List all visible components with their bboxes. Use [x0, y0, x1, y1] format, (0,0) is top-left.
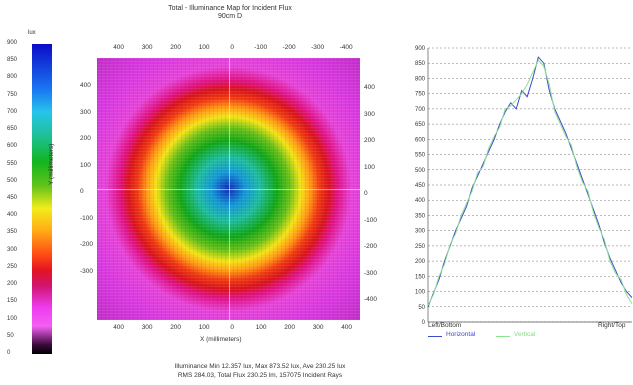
illuminance-heatmap — [97, 58, 360, 320]
map-right-tick: -200 — [364, 243, 378, 250]
colorbar-tick: 400 — [7, 212, 18, 219]
y-tick-label: 150 — [415, 274, 426, 280]
map-x-axis-label: X (millimeters) — [200, 336, 242, 343]
legend-swatch-horizontal — [428, 336, 442, 337]
y-tick-label: 650 — [415, 122, 426, 128]
map-right-tick: -100 — [364, 216, 378, 224]
colorbar-tick: 250 — [7, 263, 18, 270]
map-top-tick: 200 — [170, 44, 182, 51]
map-right-tick: 400 — [364, 84, 375, 91]
stats-line-1: Illuminance Min 12.357 lux, Max 873.52 l… — [174, 363, 346, 370]
y-tick-label: 700 — [415, 107, 426, 113]
map-top-tick: 100 — [198, 44, 210, 51]
map-top-tick: 400 — [113, 44, 125, 51]
map-bottom-tick: 0 — [230, 324, 235, 331]
legend-entry-vertical: Vertical — [514, 331, 536, 338]
map-left-tick: 100 — [80, 161, 91, 169]
map-right-tick: 100 — [364, 163, 375, 171]
map-left-tick: -300 — [80, 267, 94, 275]
colorbar-tick: 350 — [7, 229, 18, 236]
map-bottom-tick: 300 — [312, 324, 324, 331]
map-bottom-tick: 200 — [284, 324, 296, 331]
map-top-tick: -200 — [282, 44, 296, 51]
y-tick-label: 850 — [415, 61, 426, 67]
map-bottom-tick: 300 — [141, 324, 153, 331]
colorbar-tick: 500 — [7, 177, 18, 184]
map-right-tick: 200 — [364, 137, 375, 144]
series-line-vertical — [427, 59, 633, 306]
y-tick-label: 250 — [415, 244, 426, 250]
y-tick-label: 0 — [422, 320, 426, 326]
colorbar-tick: 850 — [7, 57, 18, 64]
colorbar-tick: 50 — [7, 332, 14, 339]
colorbar-tick: 550 — [7, 160, 18, 167]
y-tick-label: 900 — [415, 46, 426, 52]
colorbar-tick: 100 — [7, 315, 18, 322]
map-left-tick: 200 — [80, 135, 91, 142]
map-top-tick: -400 — [339, 44, 353, 51]
map-top-tick: 300 — [141, 44, 153, 51]
colorbar-tick: 450 — [7, 195, 18, 201]
y-tick-label: 500 — [415, 168, 426, 174]
map-top-tick: 0 — [230, 44, 235, 51]
map-right-tick: 0 — [364, 190, 368, 197]
map-bottom-tick: 100 — [198, 324, 210, 331]
map-top-tick: -300 — [311, 44, 325, 51]
map-left-tick: 300 — [80, 108, 91, 116]
colorbar-tick: 150 — [7, 298, 18, 305]
series-line-horizontal — [427, 56, 633, 307]
colorbar-tick: 650 — [7, 126, 18, 133]
y-tick-label: 600 — [415, 137, 426, 143]
y-tick-label: 550 — [415, 153, 426, 159]
colorbar-tick: 900 — [7, 40, 18, 46]
legend-entry-horizontal: Horizontal — [446, 331, 476, 338]
y-tick-label: 350 — [415, 213, 426, 219]
colorbar-tick: 800 — [7, 74, 18, 81]
map-left-tick: 400 — [80, 82, 91, 89]
chart-title: Total - Illuminance Map for Incident Flu… — [168, 5, 292, 12]
y-tick-label: 800 — [415, 76, 426, 82]
colorbar-tick: 200 — [7, 281, 18, 288]
colorbar-tick: 600 — [7, 143, 18, 150]
y-tick-label: 750 — [415, 92, 426, 98]
y-tick-label: 400 — [415, 198, 426, 204]
map-bottom-tick: 200 — [170, 324, 182, 331]
y-tick-label: 50 — [418, 305, 425, 311]
y-tick-label: 300 — [415, 229, 426, 235]
map-right-tick: -300 — [364, 269, 378, 277]
map-left-tick: -200 — [80, 241, 94, 248]
map-left-tick: -100 — [80, 214, 94, 222]
profile-x-right-label: Right/Top — [598, 322, 626, 329]
map-right-tick: -400 — [364, 296, 378, 303]
map-right-tick: 300 — [364, 110, 375, 118]
colorbar-unit: lux — [28, 30, 36, 36]
map-bottom-tick: 100 — [255, 324, 267, 331]
colorbar-tick: 700 — [7, 108, 18, 115]
y-tick-label: 200 — [415, 259, 426, 265]
map-horizontal-axis-line — [97, 189, 360, 190]
stats-line-2: RMS 284.03, Total Flux 230.25 lm, 157075… — [177, 372, 343, 379]
map-bottom-tick: 400 — [341, 324, 353, 331]
chart-subtitle: 90cm D — [217, 13, 243, 20]
y-tick-label: 450 — [415, 183, 426, 189]
colorbar-tick: 0 — [7, 350, 11, 356]
colorbar-tick: 300 — [7, 246, 18, 253]
colorbar-tick: 750 — [7, 91, 18, 98]
legend-swatch-vertical — [496, 336, 510, 337]
y-tick-label: 100 — [415, 290, 426, 296]
map-bottom-tick: 400 — [113, 324, 125, 331]
profile-x-left-label: Left/Bottom — [428, 322, 462, 329]
colorbar-scale — [32, 44, 52, 354]
map-top-tick: -100 — [254, 44, 268, 51]
map-left-tick: 0 — [80, 188, 84, 195]
